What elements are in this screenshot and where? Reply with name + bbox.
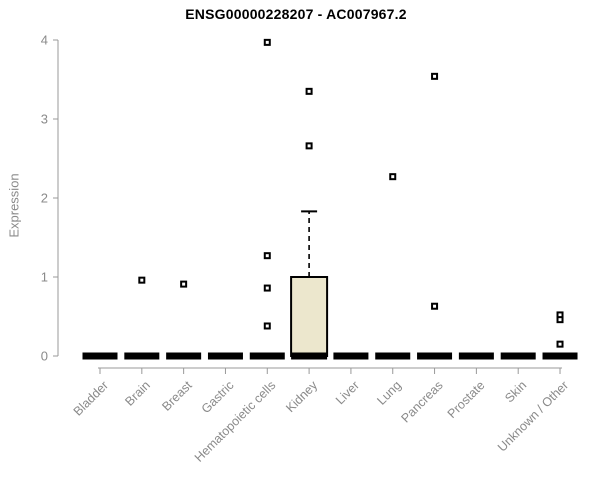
chart-title: ENSG00000228207 - AC007967.2 — [185, 6, 407, 22]
outlier-point — [431, 302, 439, 310]
flat-box-liver — [333, 352, 369, 360]
outlier-point — [263, 38, 271, 46]
x-tick-label: Brain — [122, 378, 153, 409]
outlier-point — [263, 284, 271, 292]
outlier-point — [431, 72, 439, 80]
x-tick-label: Hematopoietic cells — [192, 378, 279, 465]
x-tick-label: Unknown / Other — [495, 378, 571, 454]
x-tick-label: Gastric — [199, 378, 237, 416]
outlier-point — [556, 316, 564, 324]
flat-box-prostate — [458, 352, 494, 360]
x-tick-label: Prostate — [445, 378, 488, 421]
outlier-point — [263, 252, 271, 260]
outlier-point — [305, 87, 313, 95]
flat-box-breast — [166, 352, 202, 360]
outlier-point — [180, 280, 188, 288]
outlier-point — [556, 340, 564, 348]
x-tick-label: Pancreas — [398, 378, 445, 425]
outlier-point — [263, 322, 271, 330]
outlier-point — [305, 142, 313, 150]
flat-box-bladder — [82, 352, 118, 360]
median-bar — [291, 352, 328, 360]
x-tick-label: Breast — [159, 378, 195, 414]
y-tick-label: 2 — [41, 191, 48, 206]
flat-box-brain — [124, 352, 160, 360]
flat-box-pancreas — [417, 352, 453, 360]
x-tick-label: Liver — [333, 378, 362, 407]
y-tick-label: 3 — [41, 112, 48, 127]
y-tick-label: 1 — [41, 270, 48, 285]
flat-box-lung — [375, 352, 411, 360]
x-tick-label: Bladder — [71, 378, 111, 418]
outlier-point — [389, 173, 397, 181]
y-tick-label: 0 — [41, 349, 48, 364]
x-tick-label: Kidney — [283, 378, 320, 415]
box-kidney — [290, 276, 329, 357]
flat-box-unknown-other — [542, 352, 578, 360]
x-tick-label: Skin — [502, 378, 529, 405]
flat-box-hematopoietic-cells — [249, 352, 285, 360]
y-axis-title: Expression — [6, 173, 22, 238]
outlier-point — [138, 276, 146, 284]
x-tick-label: Lung — [374, 378, 404, 408]
y-tick-label: 4 — [41, 33, 48, 48]
flat-box-gastric — [207, 352, 243, 360]
flat-box-skin — [500, 352, 536, 360]
